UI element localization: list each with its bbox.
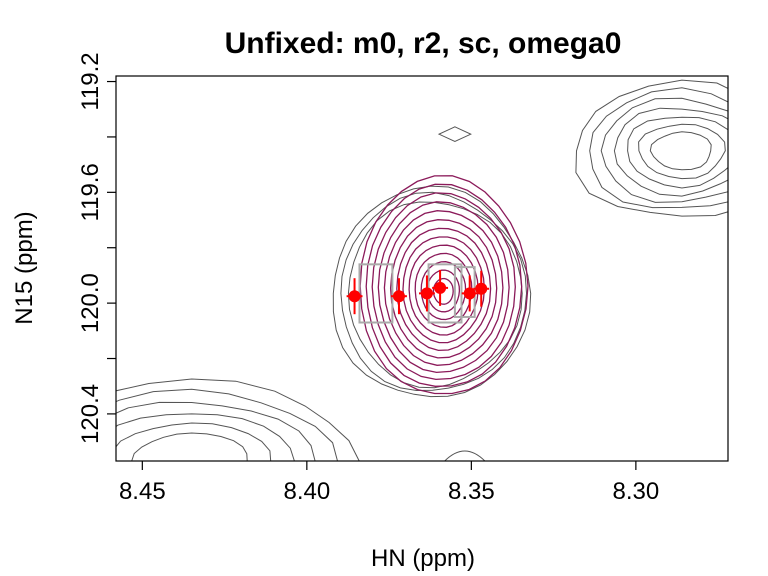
lower-left-contour xyxy=(116,422,272,461)
data-point xyxy=(434,281,447,294)
peak-contour xyxy=(408,244,479,336)
x-axis-label: HN (ppm) xyxy=(371,545,475,572)
lower-left-contour xyxy=(131,432,248,461)
upper-right-contour xyxy=(600,97,728,203)
lower-left-contour xyxy=(116,388,339,461)
upper-right-contour xyxy=(613,107,728,197)
y-tick-label: 120.0 xyxy=(77,273,104,333)
peak-contour xyxy=(389,219,498,359)
lower-left-contour xyxy=(116,413,295,461)
data-point xyxy=(348,290,361,303)
upper-right-contour xyxy=(638,123,726,180)
data-point xyxy=(475,282,488,295)
peak-contour xyxy=(396,227,492,352)
y-tick-label: 119.6 xyxy=(77,163,104,221)
x-tick-label: 8.40 xyxy=(283,478,330,505)
upper-right-contour xyxy=(575,79,728,217)
y-tick-label: 119.2 xyxy=(77,52,104,110)
plot-area xyxy=(116,79,728,461)
data-point xyxy=(392,290,405,303)
y-axis-label: N15 (ppm) xyxy=(11,211,38,324)
peak-contour xyxy=(432,277,454,305)
x-tick-label: 8.35 xyxy=(448,478,495,505)
x-axis: 8.45 8.40 8.35 8.30 xyxy=(119,461,659,505)
x-tick-label: 8.30 xyxy=(613,478,660,505)
background-contour xyxy=(347,201,523,389)
peak-contour xyxy=(365,183,523,387)
x-tick-label: 8.45 xyxy=(119,478,166,505)
data-point xyxy=(463,287,476,300)
data-point xyxy=(420,287,433,300)
upper-right-contour xyxy=(649,131,712,171)
background-contour xyxy=(340,191,528,392)
bottom-arc-contour xyxy=(444,450,486,461)
background-contour xyxy=(332,185,532,398)
lower-left-contour xyxy=(116,378,360,461)
lower-left-contour xyxy=(116,401,316,461)
y-axis: 119.2 119.6 120.0 120.4 xyxy=(77,52,116,444)
chart-title: Unfixed: m0, r2, sc, omega0 xyxy=(225,27,622,60)
y-tick-label: 120.4 xyxy=(77,384,104,444)
plot-frame xyxy=(115,75,729,462)
upper-right-contour xyxy=(627,116,728,189)
diamond-contour xyxy=(437,126,472,143)
peak-contour xyxy=(371,192,516,381)
peak-contour xyxy=(383,210,504,366)
peak-contour xyxy=(377,201,510,374)
peak-contour xyxy=(402,236,486,344)
upper-right-contour xyxy=(589,87,728,209)
